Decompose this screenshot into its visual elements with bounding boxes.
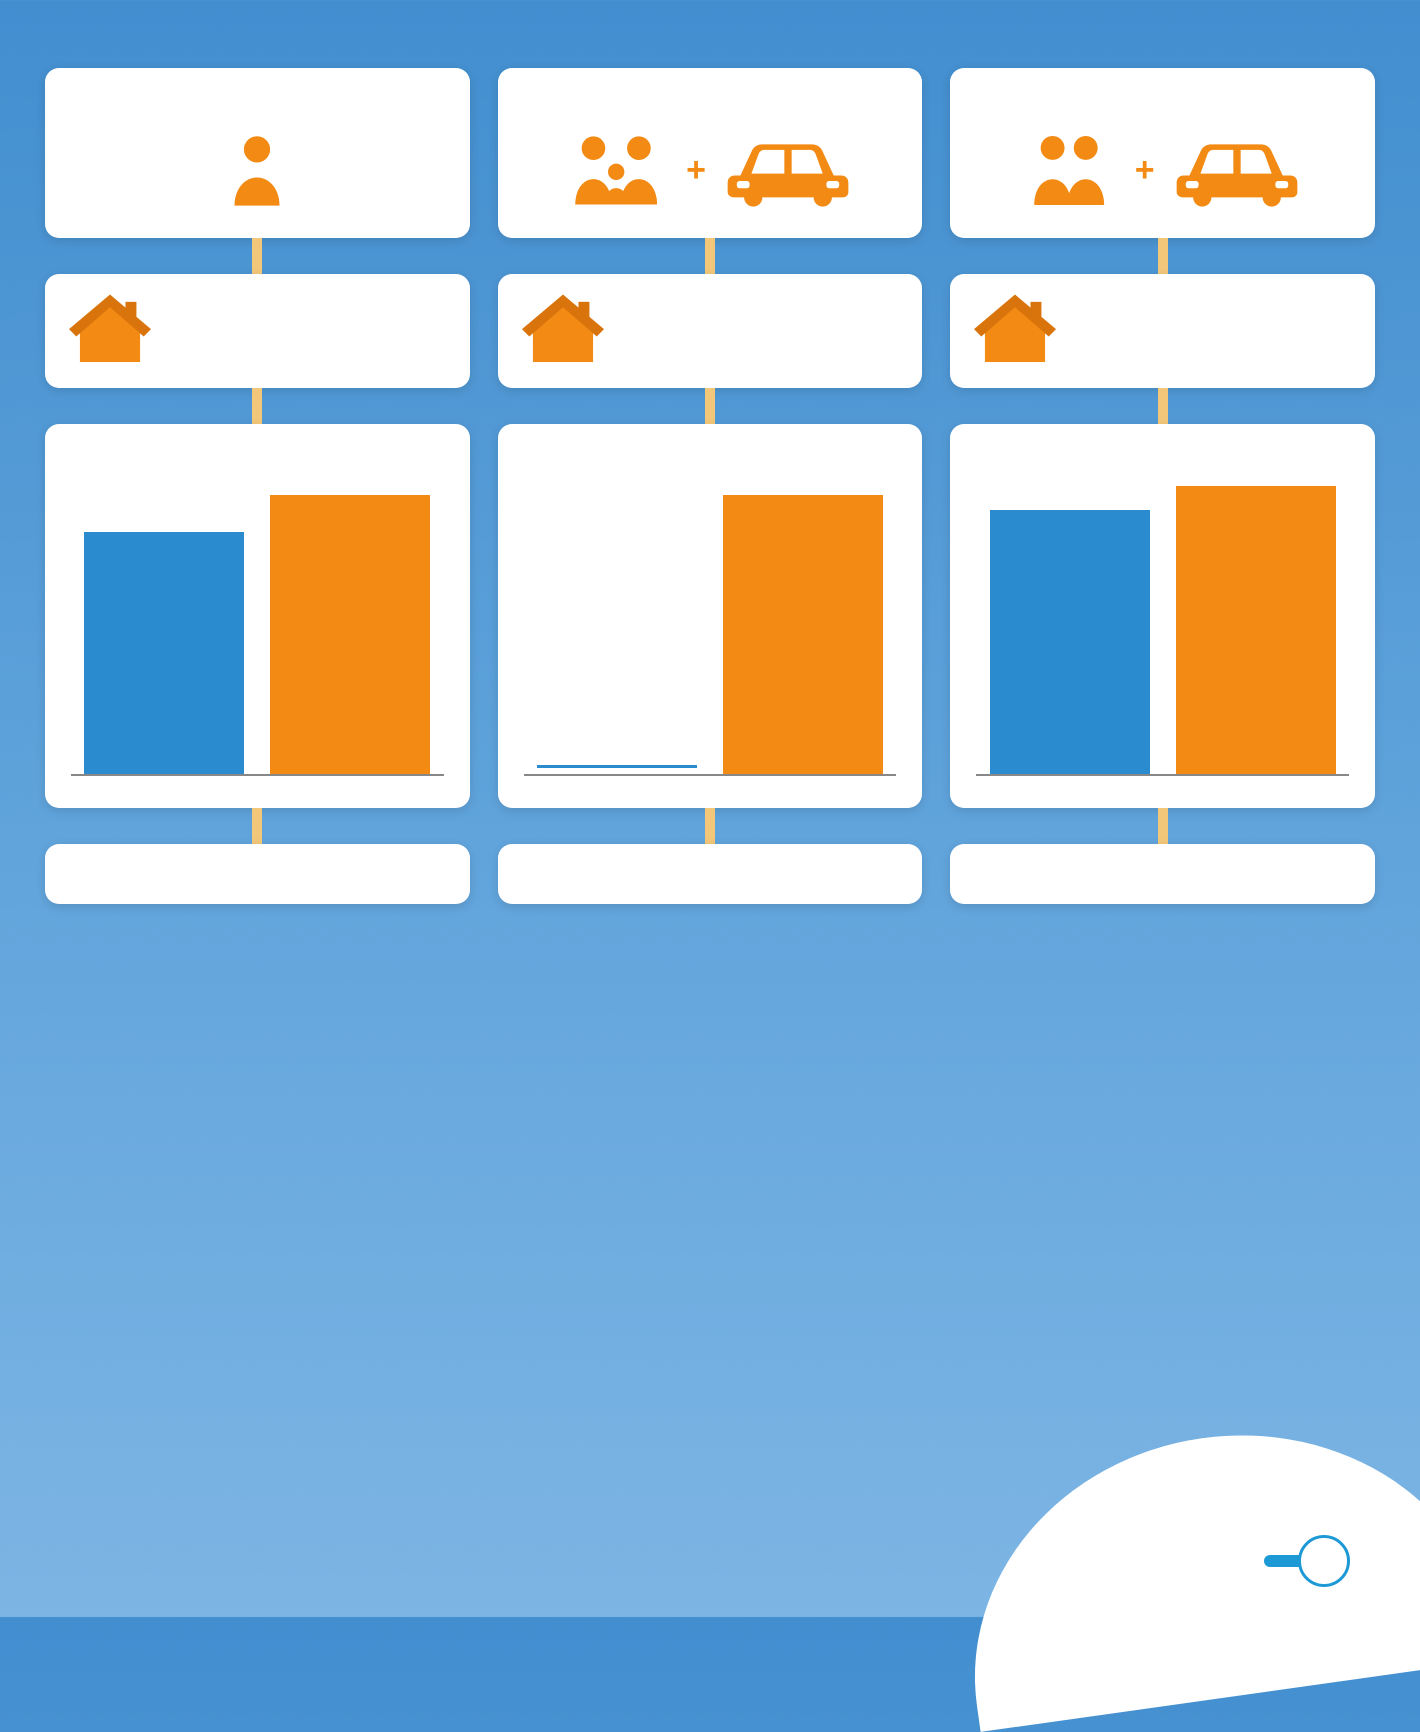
connector [1158, 808, 1168, 844]
bar-label [84, 532, 244, 542]
bar-label [1176, 486, 1336, 496]
loan-chart-card [45, 424, 470, 808]
connector [705, 808, 715, 844]
connector [252, 808, 262, 844]
scenario-columns: + [0, 68, 1420, 904]
house-icon [522, 294, 604, 368]
connector [252, 238, 262, 274]
housing-card [498, 274, 923, 388]
connector [705, 388, 715, 424]
house-icon [69, 294, 151, 368]
family-icon [568, 132, 668, 208]
car-icon [724, 133, 852, 207]
bar-2023 [84, 532, 244, 774]
household-icons: + [972, 120, 1353, 220]
loan-chart-card [498, 424, 923, 808]
household-icons [67, 120, 448, 220]
scenario-column-2: + [498, 68, 923, 904]
bar-2024 [270, 495, 430, 774]
bar-chart [524, 466, 897, 776]
connector [1158, 238, 1168, 274]
brand-logo [1264, 1535, 1350, 1587]
house-icon [974, 294, 1056, 368]
bar-label [990, 510, 1150, 520]
loan-chart-card [950, 424, 1375, 808]
bar-label [723, 495, 883, 505]
income-card: + [498, 68, 923, 238]
income-card: + [950, 68, 1375, 238]
logo-suffix [1298, 1535, 1350, 1587]
couple-icon [1025, 132, 1117, 208]
housing-card [950, 274, 1375, 388]
bar-zero-line [537, 765, 697, 772]
housing-card [45, 274, 470, 388]
plus-icon: + [686, 151, 706, 190]
house-icon-wrap [522, 294, 604, 368]
house-icon-wrap [69, 294, 151, 368]
scenario-column-3: + [950, 68, 1375, 904]
connector [252, 388, 262, 424]
connector [1158, 388, 1168, 424]
bar-chart [71, 466, 444, 776]
plus-icon: + [1135, 151, 1155, 190]
person-single-icon [227, 131, 287, 209]
bar-2023 [990, 510, 1150, 774]
scenario-column-1 [45, 68, 470, 904]
result-card [45, 844, 470, 904]
household-icons: + [520, 120, 901, 220]
bar-2024 [723, 495, 883, 774]
income-card [45, 68, 470, 238]
connector [705, 238, 715, 274]
result-card [950, 844, 1375, 904]
bar-2023 [537, 765, 697, 774]
house-icon-wrap [974, 294, 1056, 368]
bar-2024 [1176, 486, 1336, 774]
result-card [498, 844, 923, 904]
page-title [0, 0, 1420, 68]
bar-chart [976, 466, 1349, 776]
bar-label [270, 495, 430, 505]
car-icon [1173, 133, 1301, 207]
